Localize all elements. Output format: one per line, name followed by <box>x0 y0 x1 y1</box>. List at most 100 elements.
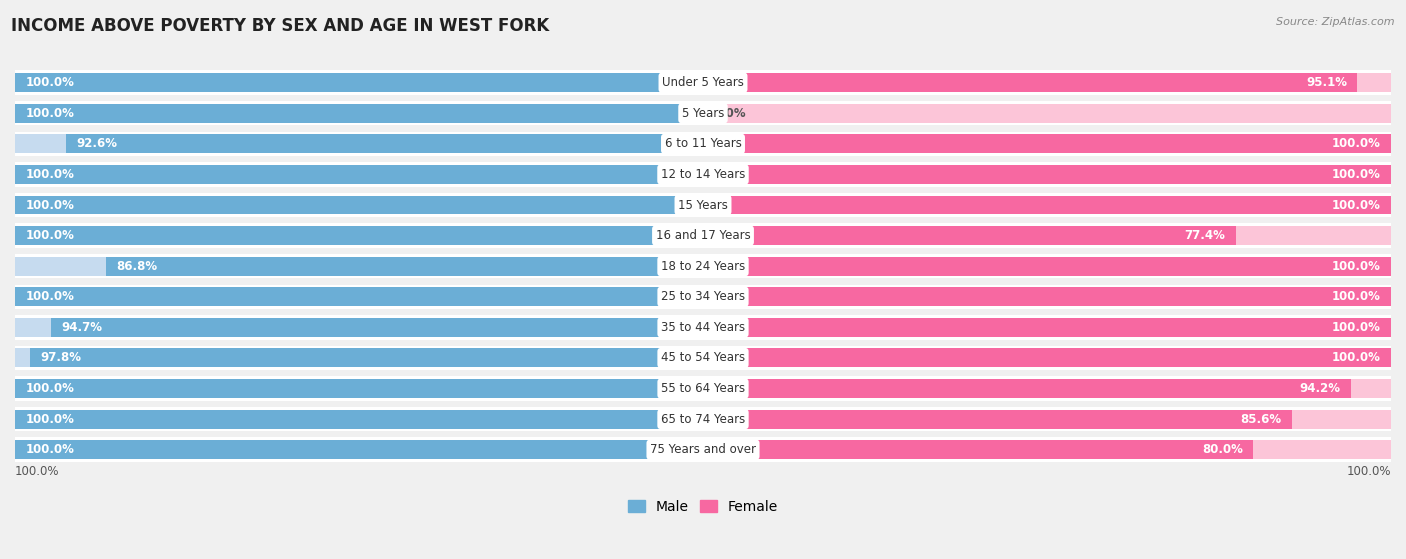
Bar <box>15 438 1391 462</box>
Legend: Male, Female: Male, Female <box>623 494 783 519</box>
Text: 100.0%: 100.0% <box>25 168 75 181</box>
Text: Under 5 Years: Under 5 Years <box>662 76 744 89</box>
Bar <box>703 348 1391 367</box>
Text: 100.0%: 100.0% <box>1331 321 1381 334</box>
Text: 94.7%: 94.7% <box>62 321 103 334</box>
Text: 0.0%: 0.0% <box>713 107 747 120</box>
Bar <box>15 165 703 184</box>
Bar <box>30 348 703 367</box>
Text: 100.0%: 100.0% <box>1331 352 1381 364</box>
Text: 100.0%: 100.0% <box>1331 260 1381 273</box>
Bar <box>15 101 1391 125</box>
Bar <box>52 318 703 337</box>
Text: 92.6%: 92.6% <box>76 138 117 150</box>
Bar <box>703 226 1236 245</box>
Text: 45 to 54 Years: 45 to 54 Years <box>661 352 745 364</box>
Bar <box>15 440 703 459</box>
Bar <box>15 193 1391 217</box>
Bar <box>703 379 1351 398</box>
Text: 12 to 14 Years: 12 to 14 Years <box>661 168 745 181</box>
Text: 100.0%: 100.0% <box>25 229 75 242</box>
Bar <box>703 226 1391 245</box>
Text: 97.8%: 97.8% <box>41 352 82 364</box>
Text: 5 Years: 5 Years <box>682 107 724 120</box>
Text: 100.0%: 100.0% <box>1331 198 1381 211</box>
Bar <box>15 196 703 215</box>
Bar <box>15 407 1391 432</box>
Bar <box>15 226 703 245</box>
Bar <box>703 73 1391 92</box>
Bar <box>15 410 703 429</box>
Bar <box>703 440 1253 459</box>
Bar <box>703 379 1391 398</box>
Text: 77.4%: 77.4% <box>1184 229 1225 242</box>
Bar <box>15 73 703 92</box>
Bar <box>15 285 1391 309</box>
Bar <box>15 287 703 306</box>
Text: 55 to 64 Years: 55 to 64 Years <box>661 382 745 395</box>
Text: 100.0%: 100.0% <box>25 198 75 211</box>
Text: 86.8%: 86.8% <box>117 260 157 273</box>
Bar <box>703 410 1391 429</box>
Bar <box>15 73 703 92</box>
Bar <box>703 287 1391 306</box>
Bar <box>703 196 1391 215</box>
Bar <box>15 410 703 429</box>
Bar <box>703 134 1391 153</box>
Bar <box>703 410 1292 429</box>
Bar <box>15 379 703 398</box>
Text: 80.0%: 80.0% <box>1202 443 1243 456</box>
Text: 65 to 74 Years: 65 to 74 Years <box>661 413 745 425</box>
Bar <box>15 345 1391 370</box>
Text: 100.0%: 100.0% <box>25 290 75 304</box>
Bar <box>15 165 703 184</box>
Text: 100.0%: 100.0% <box>25 382 75 395</box>
Bar <box>703 287 1391 306</box>
Bar <box>15 104 703 123</box>
Bar <box>703 440 1391 459</box>
Text: Source: ZipAtlas.com: Source: ZipAtlas.com <box>1277 17 1395 27</box>
Text: 15 Years: 15 Years <box>678 198 728 211</box>
Bar <box>703 318 1391 337</box>
Bar <box>703 104 1391 123</box>
Bar <box>15 254 1391 278</box>
Text: 16 and 17 Years: 16 and 17 Years <box>655 229 751 242</box>
Text: 100.0%: 100.0% <box>25 76 75 89</box>
Text: 100.0%: 100.0% <box>15 465 59 478</box>
Bar <box>15 379 703 398</box>
Bar <box>703 134 1391 153</box>
Text: 100.0%: 100.0% <box>25 443 75 456</box>
Bar <box>703 165 1391 184</box>
Text: 85.6%: 85.6% <box>1240 413 1282 425</box>
Bar <box>15 287 703 306</box>
Bar <box>703 348 1391 367</box>
Bar <box>15 162 1391 187</box>
Bar <box>15 196 703 215</box>
Text: 75 Years and over: 75 Years and over <box>650 443 756 456</box>
Bar <box>15 376 1391 401</box>
Bar <box>15 440 703 459</box>
Bar <box>15 226 703 245</box>
Bar <box>15 318 703 337</box>
Text: 35 to 44 Years: 35 to 44 Years <box>661 321 745 334</box>
Bar <box>66 134 703 153</box>
Text: 18 to 24 Years: 18 to 24 Years <box>661 260 745 273</box>
Text: 100.0%: 100.0% <box>1331 138 1381 150</box>
Text: 25 to 34 Years: 25 to 34 Years <box>661 290 745 304</box>
Text: INCOME ABOVE POVERTY BY SEX AND AGE IN WEST FORK: INCOME ABOVE POVERTY BY SEX AND AGE IN W… <box>11 17 550 35</box>
Bar <box>15 257 703 276</box>
Bar <box>15 224 1391 248</box>
Bar <box>703 257 1391 276</box>
Bar <box>15 315 1391 339</box>
Text: 6 to 11 Years: 6 to 11 Years <box>665 138 741 150</box>
Text: 100.0%: 100.0% <box>25 107 75 120</box>
Bar <box>105 257 703 276</box>
Bar <box>703 165 1391 184</box>
Text: 94.2%: 94.2% <box>1299 382 1341 395</box>
Text: 100.0%: 100.0% <box>25 413 75 425</box>
Bar <box>703 196 1391 215</box>
Bar <box>15 348 703 367</box>
Bar <box>15 70 1391 95</box>
Bar <box>15 131 1391 156</box>
Bar <box>703 73 1357 92</box>
